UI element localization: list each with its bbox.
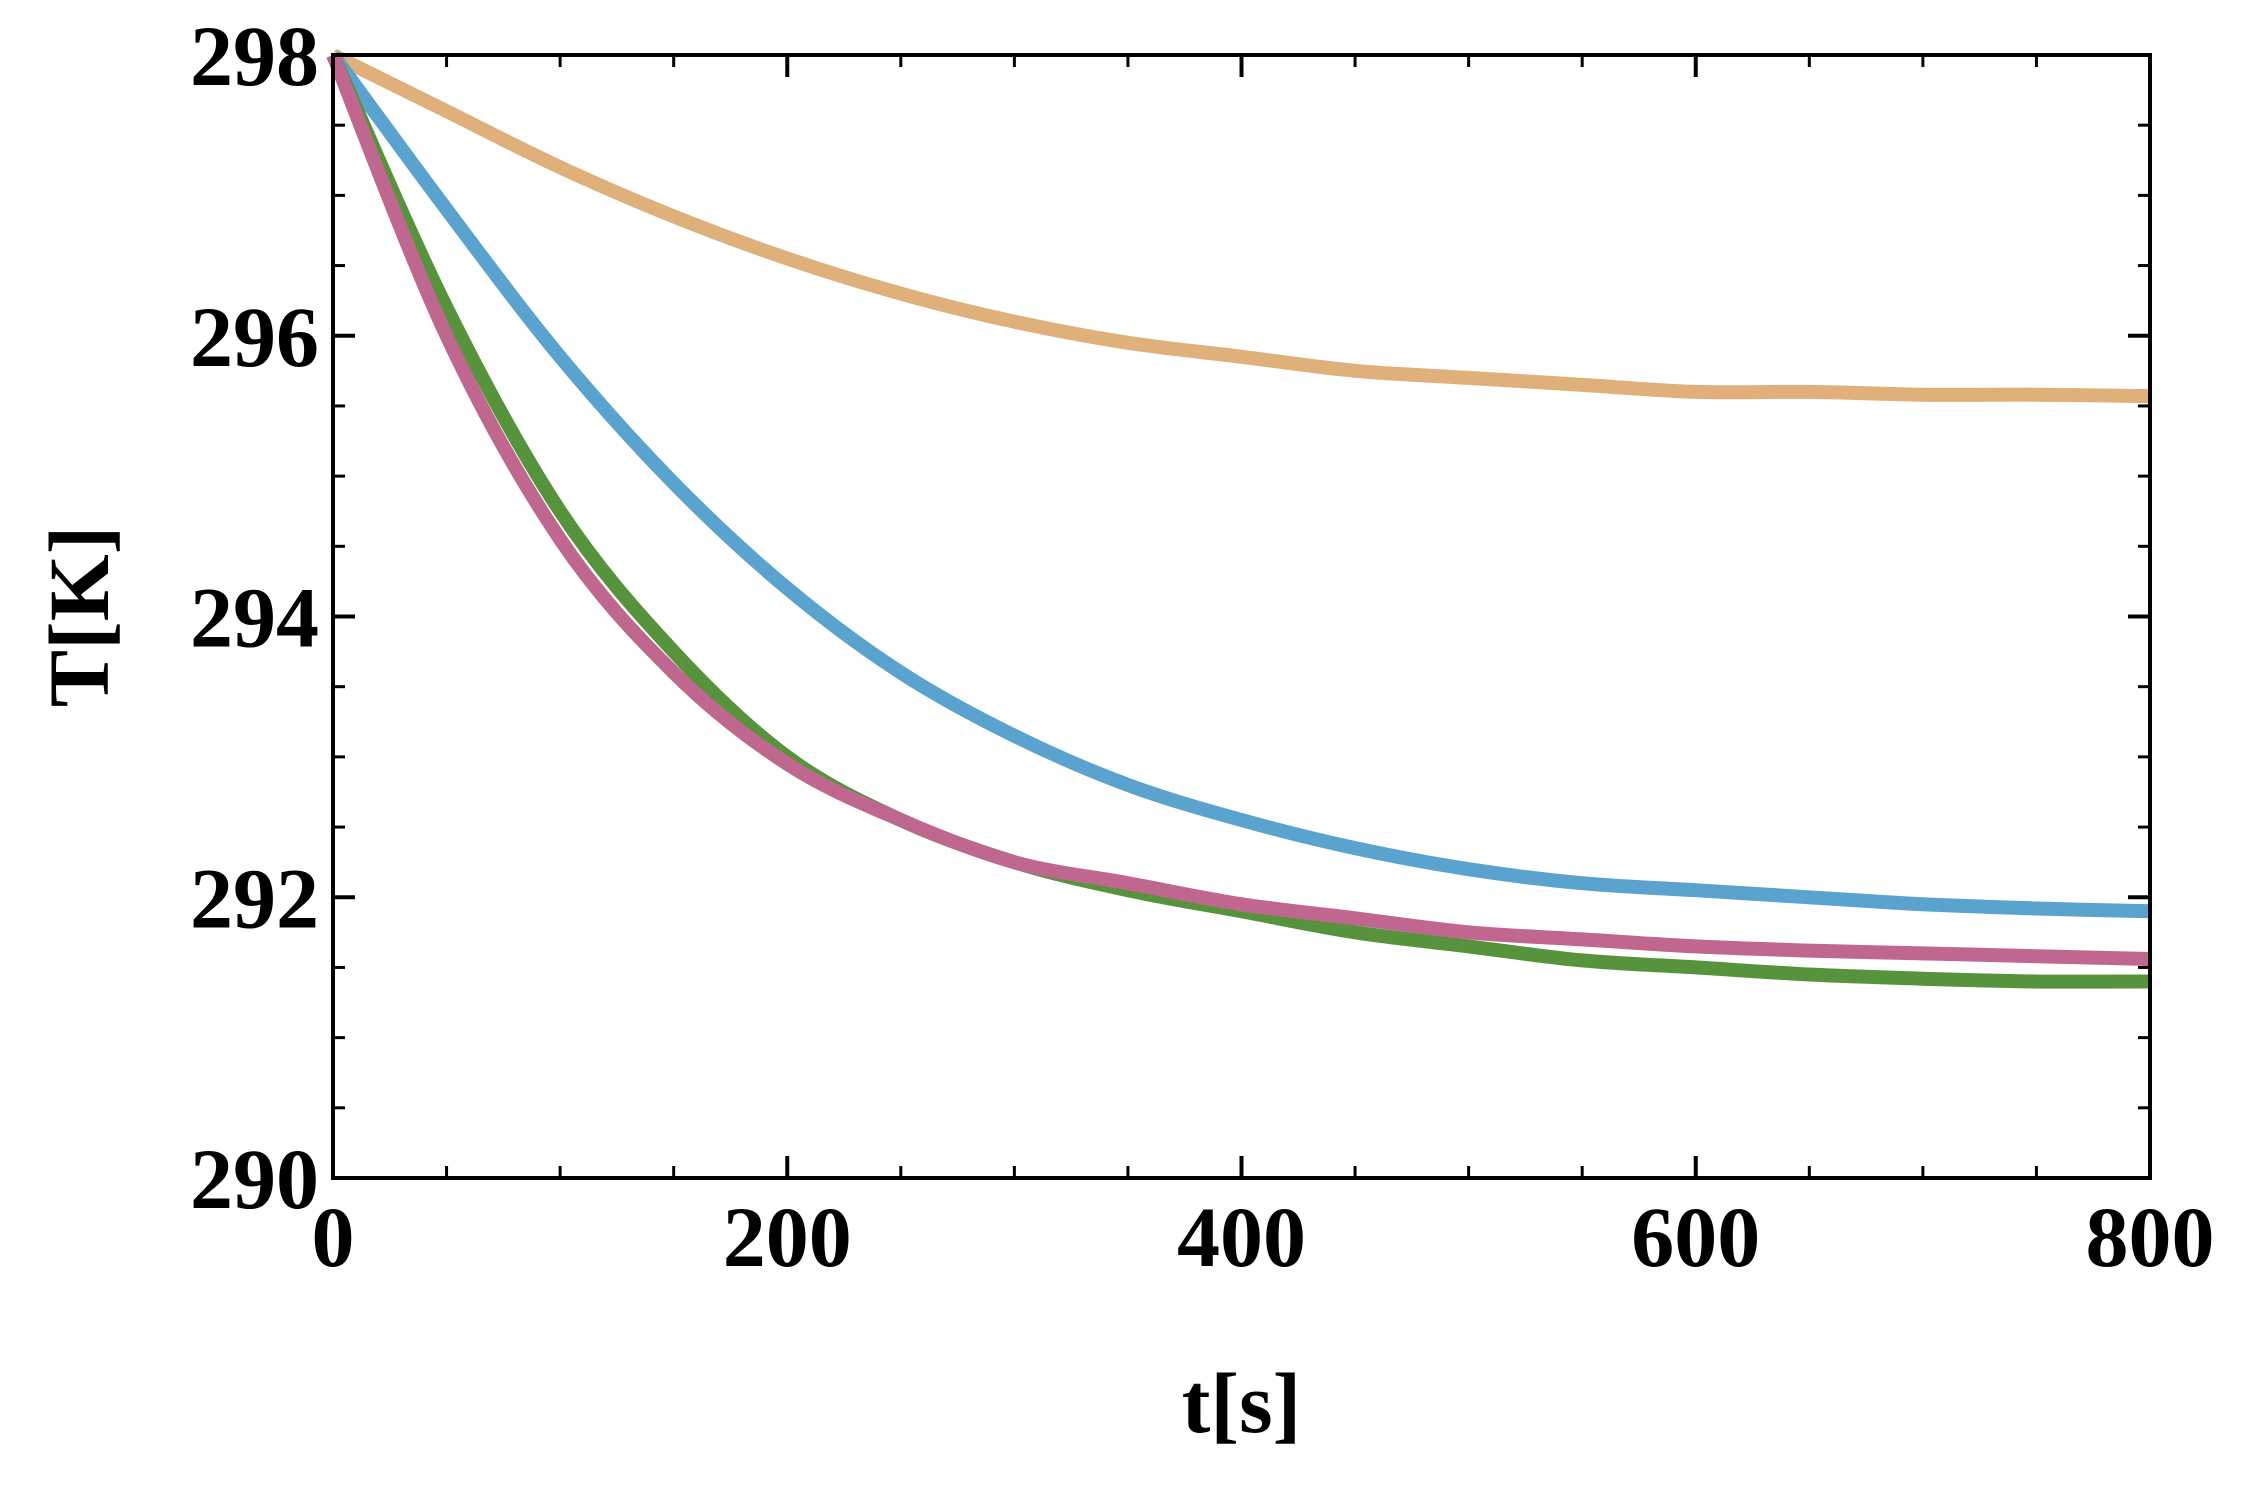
y-tick-label: 298 bbox=[190, 8, 319, 104]
x-axis-title: t[s] bbox=[1182, 1355, 1301, 1451]
y-tick-label: 290 bbox=[190, 1131, 319, 1227]
x-tick-label: 0 bbox=[312, 1189, 355, 1285]
series-line-1 bbox=[329, 48, 2151, 404]
x-tick-label: 600 bbox=[1631, 1189, 1760, 1285]
y-axis-title: T[K] bbox=[31, 526, 127, 708]
series-line-4 bbox=[326, 52, 2151, 966]
series-line-3 bbox=[326, 52, 2151, 989]
y-tick-label: 294 bbox=[190, 570, 319, 666]
y-tick-label: 296 bbox=[190, 289, 319, 385]
x-tick-label: 200 bbox=[723, 1189, 852, 1285]
x-tick-label: 400 bbox=[1177, 1189, 1306, 1285]
ticks-layer bbox=[331, 53, 2152, 1180]
series-line-2 bbox=[327, 50, 2151, 919]
labels-layer: 0 200 400 600 800 290 292 294 296 298 bbox=[190, 8, 2215, 1285]
series-layer bbox=[326, 48, 2151, 989]
plot-frame bbox=[331, 53, 2152, 1180]
x-tick-label: 800 bbox=[2086, 1189, 2215, 1285]
y-tick-label: 292 bbox=[190, 850, 319, 946]
